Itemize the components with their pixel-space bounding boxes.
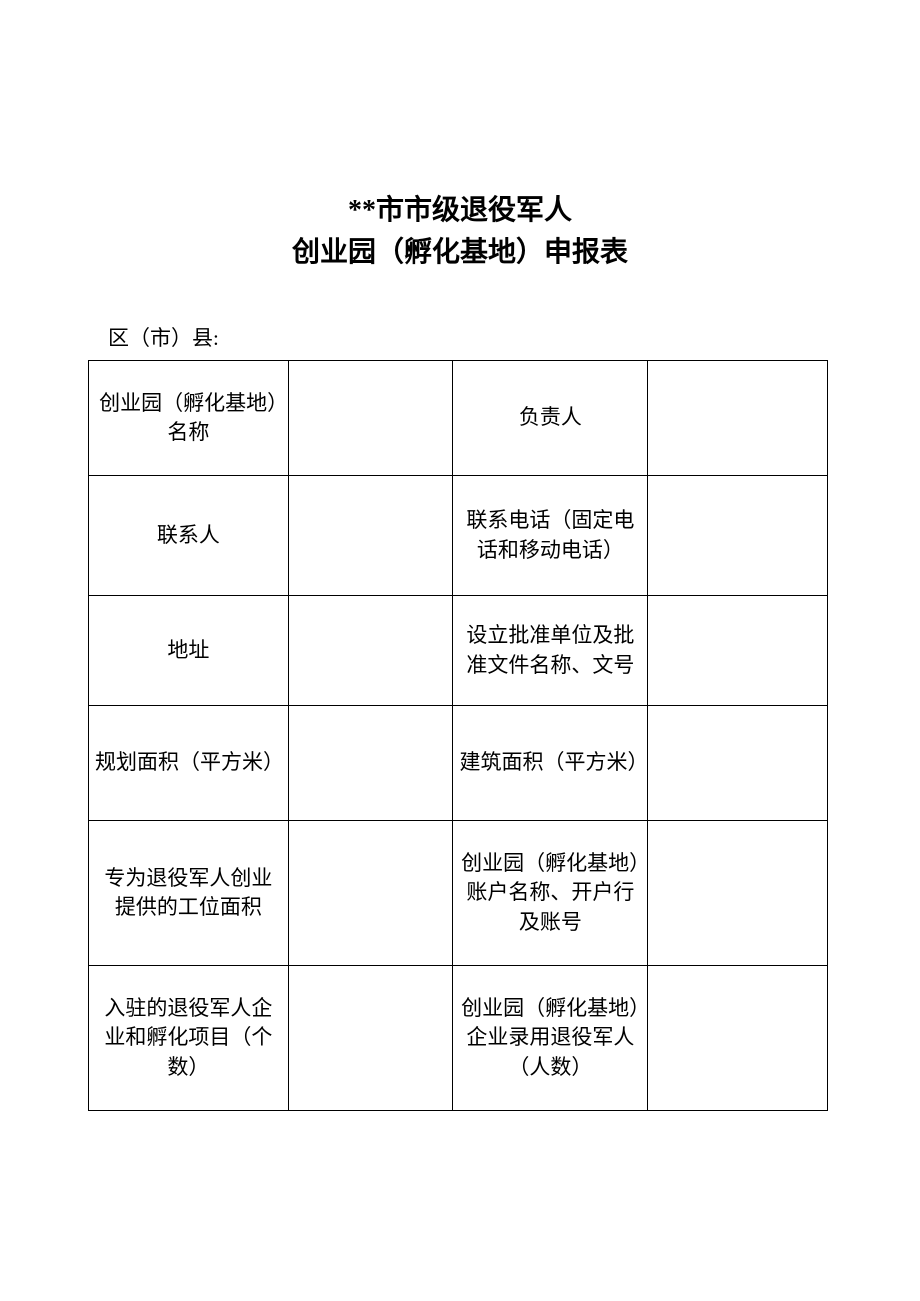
table-row: 专为退役军人创业提供的工位面积 创业园（孵化基地）账户名称、开户行及账号 [89,821,828,966]
field-value-phone [648,476,828,596]
table-row: 规划面积（平方米） 建筑面积（平方米） [89,706,828,821]
district-label: 区（市）县: [108,322,920,352]
field-label-enterprise-count: 入驻的退役军人企业和孵化项目（个数） [89,966,289,1111]
field-label-planned-area: 规划面积（平方米） [89,706,289,821]
form-title-line2: 创业园（孵化基地）申报表 [0,232,920,274]
application-form-table: 创业园（孵化基地）名称 负责人 联系人 联系电话（固定电话和移动电话） 地址 设… [88,360,828,1111]
field-value-park-name [288,361,453,476]
field-label-veteran-hired: 创业园（孵化基地）企业录用退役军人（人数） [453,966,648,1111]
table-row: 地址 设立批准单位及批准文件名称、文号 [89,596,828,706]
form-title-line1: **市市级退役军人 [0,190,920,232]
form-title-container: **市市级退役军人 创业园（孵化基地）申报表 [0,190,920,274]
field-value-enterprise-count [288,966,453,1111]
table-row: 创业园（孵化基地）名称 负责人 [89,361,828,476]
field-label-workstation-area: 专为退役军人创业提供的工位面积 [89,821,289,966]
field-value-account [648,821,828,966]
field-label-director: 负责人 [453,361,648,476]
field-value-veteran-hired [648,966,828,1111]
field-label-park-name: 创业园（孵化基地）名称 [89,361,289,476]
field-value-approval [648,596,828,706]
table-row: 联系人 联系电话（固定电话和移动电话） [89,476,828,596]
table-row: 入驻的退役军人企业和孵化项目（个数） 创业园（孵化基地）企业录用退役军人（人数） [89,966,828,1111]
field-label-approval: 设立批准单位及批准文件名称、文号 [453,596,648,706]
field-value-workstation-area [288,821,453,966]
field-label-phone: 联系电话（固定电话和移动电话） [453,476,648,596]
field-label-contact: 联系人 [89,476,289,596]
field-value-building-area [648,706,828,821]
field-value-planned-area [288,706,453,821]
field-label-building-area: 建筑面积（平方米） [453,706,648,821]
field-value-director [648,361,828,476]
field-value-address [288,596,453,706]
field-label-account: 创业园（孵化基地）账户名称、开户行及账号 [453,821,648,966]
field-label-address: 地址 [89,596,289,706]
field-value-contact [288,476,453,596]
